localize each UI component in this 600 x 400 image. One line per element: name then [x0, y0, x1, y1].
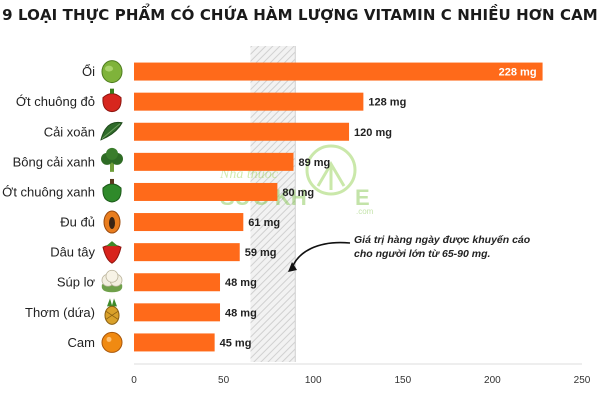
value-label: 80 mg	[282, 187, 314, 199]
broccoli-icon	[101, 147, 123, 172]
bar	[134, 92, 364, 111]
x-tick-label: 0	[131, 375, 137, 386]
watermark-line2b: E	[355, 185, 370, 210]
orange-icon	[101, 331, 123, 353]
bar	[134, 303, 221, 322]
value-label: 120 mg	[354, 127, 392, 139]
category-label: Ổi	[82, 64, 95, 79]
annotation-arrowhead	[288, 262, 297, 272]
x-tick-label: 100	[305, 375, 322, 386]
value-label: 45 mg	[220, 337, 252, 349]
category-label: Ớt chuông xanh	[2, 184, 95, 199]
value-label: 48 mg	[225, 307, 257, 319]
kale-icon	[100, 121, 123, 141]
value-label: 128 mg	[368, 97, 406, 109]
green-pepper-icon	[102, 178, 122, 203]
category-label: Súp lơ	[57, 275, 96, 290]
value-label: 48 mg	[225, 277, 257, 289]
bar	[134, 62, 543, 81]
category-label: Bông cải xanh	[13, 154, 95, 169]
x-tick-label: 150	[394, 375, 411, 386]
x-tick-label: 250	[574, 375, 591, 386]
bar	[134, 333, 215, 352]
category-label: Cải xoăn	[44, 124, 95, 139]
watermark-line3: .com	[356, 207, 374, 216]
category-label: Thơm (dứa)	[25, 305, 95, 320]
bar	[134, 122, 350, 141]
red-pepper-icon	[102, 88, 122, 113]
value-label: 59 mg	[245, 247, 277, 259]
value-label: 61 mg	[248, 217, 280, 229]
bar	[134, 152, 294, 171]
bar	[134, 213, 244, 232]
annotation: Giá trị hàng ngày được khuyến cáo cho ng…	[288, 234, 531, 272]
bar	[134, 243, 240, 262]
value-label: 89 mg	[298, 157, 330, 169]
cauliflower-icon	[101, 269, 123, 293]
category-label: Ớt chuông đỏ	[16, 94, 95, 109]
annotation-line1: Giá trị hàng ngày được khuyến cáo	[354, 234, 531, 246]
x-tick-label: 50	[218, 375, 230, 386]
category-label: Đu đủ	[60, 215, 95, 230]
value-label: 228 mg	[499, 67, 537, 79]
strawberry-icon	[102, 241, 122, 264]
annotation-line2: cho người lớn từ 65-90 mg.	[354, 248, 491, 260]
bar	[134, 182, 278, 201]
annotation-arrow	[291, 241, 351, 269]
category-label: Dâu tây	[50, 245, 95, 260]
x-tick-label: 200	[484, 375, 501, 386]
category-label: Cam	[68, 335, 95, 350]
guava-icon	[101, 60, 123, 84]
papaya-icon	[103, 210, 121, 234]
chart-title: 9 LOẠI THỰC PHẨM CÓ CHỨA HÀM LƯỢNG VITAM…	[2, 6, 598, 24]
pineapple-icon	[104, 298, 120, 325]
watermark-figure-icon	[305, 144, 357, 196]
bar	[134, 273, 221, 292]
